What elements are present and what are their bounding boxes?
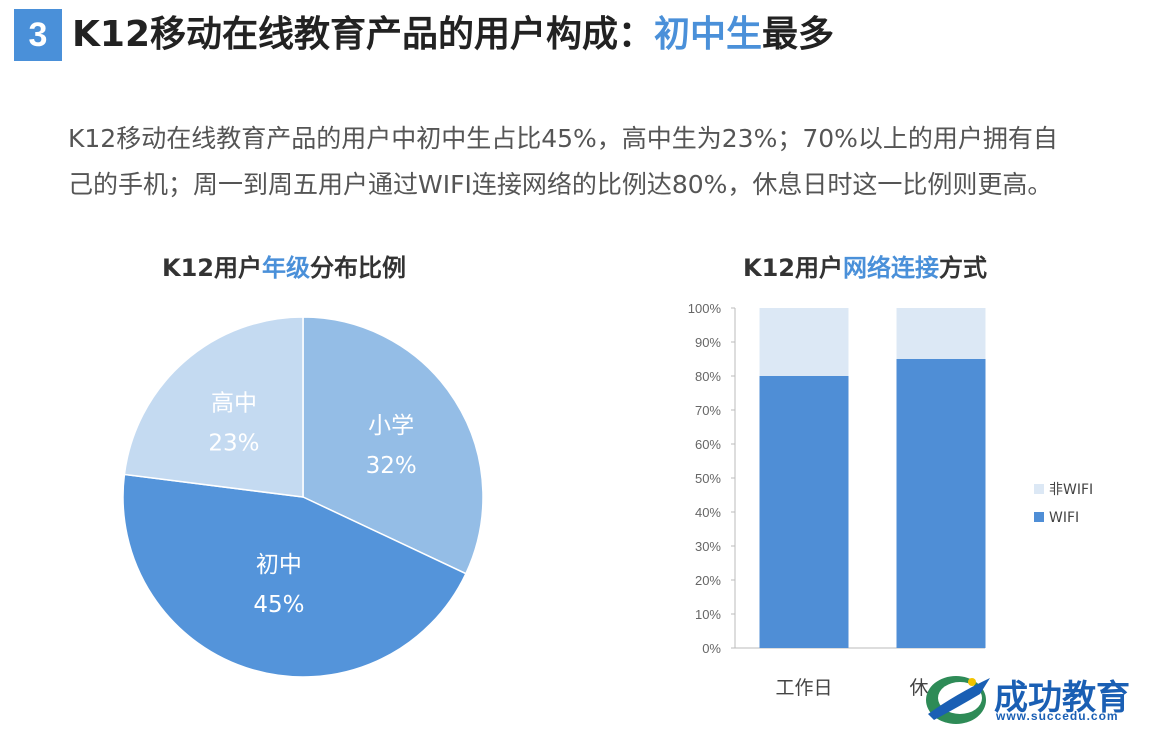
x-category-label: 休	[909, 677, 928, 699]
brand-logo: 成功教育 www.succedu.com	[920, 664, 1150, 734]
pie-slice-label: 小学	[368, 413, 414, 439]
section-number-badge: 3	[14, 9, 62, 61]
y-tick-label: 40%	[695, 505, 721, 520]
pie-slice-value: 45%	[253, 592, 304, 618]
bar-chart-title: K12用户网络连接方式	[743, 248, 987, 283]
summary-text: K12移动在线教育产品的用户中初中生占比45%，高中生为23%；70%以上的用户…	[68, 116, 1128, 208]
legend-swatch	[1034, 484, 1044, 494]
y-tick-label: 0%	[702, 641, 721, 656]
pie-slice-label: 高中	[211, 391, 257, 417]
y-tick-label: 60%	[695, 437, 721, 452]
y-tick-label: 50%	[695, 471, 721, 486]
y-tick-label: 100%	[688, 301, 722, 316]
page-title: K12移动在线教育产品的用户构成：初中生最多	[72, 10, 834, 60]
bar-segment-wifi	[759, 376, 849, 648]
logo-url: www.succedu.com	[996, 709, 1119, 723]
y-tick-label: 30%	[695, 539, 721, 554]
y-tick-label: 20%	[695, 573, 721, 588]
title-suffix: 最多	[762, 14, 835, 55]
bar-segment-non-wifi	[759, 308, 849, 376]
logo-emblem-icon	[926, 676, 990, 724]
pie-slice-label: 初中	[256, 552, 302, 578]
summary-line-2: 己的手机；周一到周五用户通过WIFI连接网络的比例达80%，休息日时这一比例则更…	[68, 170, 1053, 199]
pie-title-highlight: 年级	[262, 254, 310, 282]
title-highlight: 初中生	[654, 14, 763, 55]
bar-segment-wifi	[896, 359, 986, 648]
legend-swatch	[1034, 512, 1044, 522]
pie-title-suffix: 分布比例	[310, 254, 406, 282]
stacked-bar-chart: 0% 10% 20% 30% 40% 50% 60% 70% 80% 90% 100% 工作日 休 非WI…	[688, 301, 1093, 699]
pie-chart: 小学 32% 初中 45% 高中 23%	[122, 316, 484, 678]
logo-name: 成功教育	[994, 678, 1130, 718]
pie-title-prefix: K12用户	[162, 254, 262, 282]
header: 3 K12移动在线教育产品的用户构成：初中生最多	[0, 0, 1159, 74]
bar-title-suffix: 方式	[939, 254, 987, 282]
pie-slice-0	[302, 316, 484, 575]
bar-title-prefix: K12用户	[743, 254, 843, 282]
y-tick-label: 70%	[695, 403, 721, 418]
y-tick-label: 80%	[695, 369, 721, 384]
x-category-label: 工作日	[775, 677, 832, 699]
legend-label: 非WIFI	[1049, 482, 1093, 498]
pie-slice-2	[123, 316, 304, 498]
bar-segment-non-wifi	[896, 308, 986, 359]
title-prefix: K12移动在线教育产品的用户构成：	[72, 14, 654, 55]
summary-line-1: K12移动在线教育产品的用户中初中生占比45%，高中生为23%；70%以上的用户…	[68, 124, 1058, 153]
bar-title-highlight: 网络连接	[843, 254, 939, 282]
y-tick-label: 90%	[695, 335, 721, 350]
pie-chart-title: K12用户年级分布比例	[162, 248, 406, 283]
pie-slice-value: 32%	[366, 453, 417, 479]
pie-slice-1	[122, 473, 467, 678]
legend-label: WIFI	[1049, 510, 1079, 526]
pie-slice-value: 23%	[208, 431, 259, 457]
y-tick-label: 10%	[695, 607, 721, 622]
